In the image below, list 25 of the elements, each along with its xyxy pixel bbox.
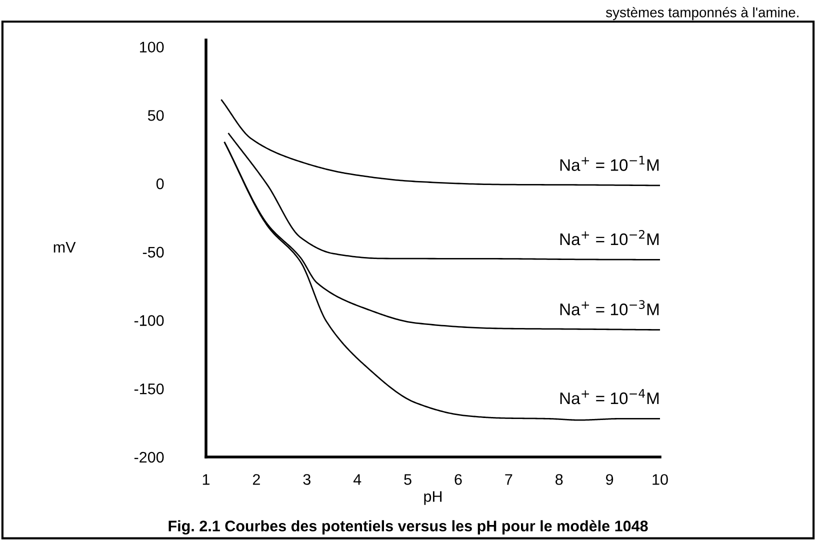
x-tick-label: 5 [404, 474, 412, 485]
x-axis-title: pH [424, 491, 442, 505]
text: systèmes tamponnés à l'amine. [606, 6, 798, 20]
text: Fig. 2.1 Courbes des potentiels versus les pH pour le modèle 1048 [168, 520, 648, 535]
x-tick-label: 2 [252, 474, 260, 485]
series-label: Na$^{+}$ = 10$^{−3}$M [560, 300, 659, 316]
y-tick-label: 100 [140, 42, 164, 53]
y-tick-label: 50 [148, 110, 164, 121]
y-tick-label: 0 [156, 178, 164, 190]
series-label: Na$^{+}$ = 10$^{−1}$M [560, 156, 659, 171]
y-tick-label: -50 [142, 246, 164, 258]
series-label: Na$^{+}$ = 10$^{−4}$M [560, 389, 659, 404]
y-tick-label: -100 [134, 315, 164, 326]
y-tick-label: -150 [134, 384, 164, 394]
x-tick-label: 8 [556, 474, 563, 485]
y-axis-title: mV [54, 242, 76, 252]
y-tick-label: -200 [134, 452, 164, 463]
series-label: Na$^{+}$ = 10$^{−2}$M [560, 230, 659, 246]
x-tick-label: 3 [303, 474, 310, 485]
x-tick-label: 4 [353, 474, 362, 485]
x-tick-label: 10 [652, 474, 668, 485]
x-tick-label: 7 [505, 474, 512, 485]
x-tick-label: 1 [202, 474, 210, 485]
x-tick-label: 9 [606, 474, 614, 485]
x-tick-label: 6 [454, 474, 462, 485]
